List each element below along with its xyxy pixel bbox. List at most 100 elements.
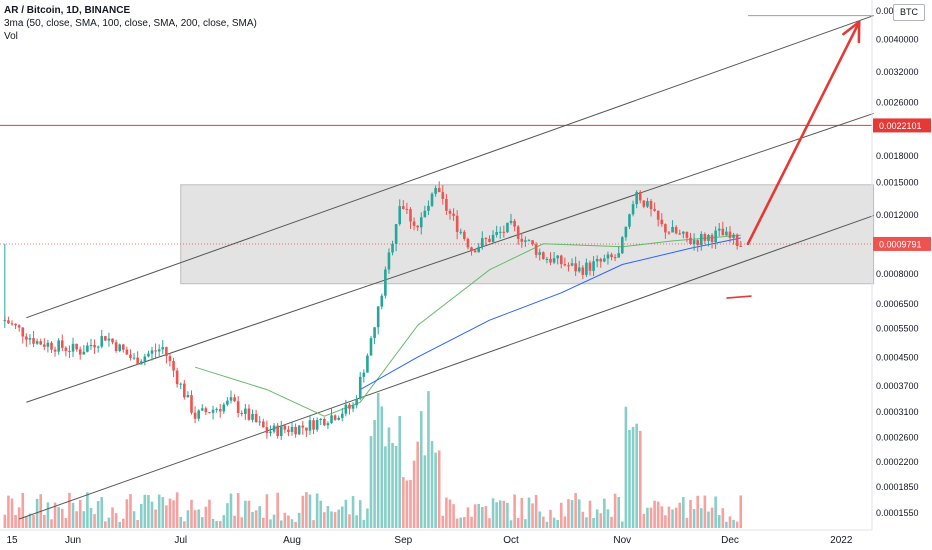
- volume-bar: [574, 492, 577, 528]
- volume-bar: [157, 494, 161, 528]
- candle-body: [319, 418, 323, 421]
- volume-bar: [667, 506, 671, 528]
- candle-body: [466, 238, 470, 248]
- candle-body: [437, 188, 441, 193]
- candle-body: [635, 191, 638, 205]
- volume-bar: [143, 494, 147, 528]
- candle-body: [150, 350, 154, 354]
- candle-body: [416, 225, 419, 228]
- candle-body: [172, 360, 175, 371]
- volume-bar: [696, 495, 699, 528]
- candle-body: [373, 327, 376, 339]
- candle-body: [64, 347, 68, 351]
- volume-bar: [258, 506, 262, 528]
- candle-body: [502, 231, 506, 233]
- candle-body: [340, 413, 344, 418]
- volume-bar: [402, 477, 405, 528]
- volume-bar: [330, 511, 333, 528]
- candle-body: [563, 264, 567, 266]
- candle-body: [394, 224, 398, 244]
- candle-body: [574, 263, 577, 272]
- volume-bar: [64, 518, 68, 528]
- candle-body: [78, 349, 82, 355]
- volume-bar: [269, 519, 272, 528]
- volume-bar: [628, 429, 631, 528]
- candle-body: [60, 340, 64, 348]
- candle-body: [154, 350, 157, 352]
- volume-bar: [208, 499, 211, 528]
- candle-body: [93, 345, 96, 348]
- consolidation-zone: [180, 184, 875, 285]
- volume-bar: [373, 420, 376, 528]
- candle-body: [409, 209, 412, 222]
- volume-bar: [405, 480, 409, 528]
- currency-badge[interactable]: BTC: [893, 4, 925, 21]
- candle-body: [685, 231, 689, 238]
- volume-bar: [559, 502, 563, 528]
- volume-bar: [707, 511, 710, 528]
- candle-body: [430, 193, 434, 206]
- last-price-badge: [873, 236, 931, 251]
- candle-body: [86, 345, 89, 352]
- candle-body: [53, 349, 57, 352]
- volume-bar: [355, 515, 358, 528]
- volume-bar: [642, 513, 646, 528]
- volume-bar: [71, 502, 75, 528]
- candle-body: [405, 208, 409, 210]
- volume-bar: [412, 460, 416, 528]
- candle-body: [111, 338, 114, 343]
- candle-body: [610, 254, 613, 258]
- volume-bar: [563, 516, 567, 528]
- volume-bar: [524, 519, 527, 528]
- candle-body: [520, 238, 524, 242]
- candle-body: [362, 372, 366, 377]
- volume-bar: [326, 506, 330, 528]
- volume-bar: [301, 495, 305, 528]
- time-tick-label: Aug: [283, 535, 301, 546]
- volume-bar: [154, 509, 157, 528]
- volume-bar: [161, 497, 165, 528]
- volume-indicator-label[interactable]: Vol: [4, 31, 18, 42]
- ma-indicator-label[interactable]: 3ma (50, close, SMA, 100, close, SMA, 20…: [4, 18, 257, 29]
- sma-50-line: [194, 234, 741, 417]
- candle-body: [599, 259, 603, 262]
- volume-bar: [735, 521, 739, 528]
- candle-body: [498, 231, 502, 233]
- candle-body: [204, 408, 208, 413]
- symbol-title[interactable]: AR / Bitcoin, 1D, BINANCE: [4, 5, 131, 16]
- candle-body: [35, 341, 39, 344]
- candle-body: [254, 413, 258, 422]
- volume-bar: [308, 494, 312, 528]
- candle-body: [351, 405, 355, 409]
- time-axis[interactable]: 15 Jun Jul Aug Sep Oct Nov Dec 2022: [0, 529, 872, 546]
- candle-body: [570, 263, 574, 266]
- candle-body: [50, 342, 53, 350]
- volume-bar: [491, 498, 495, 528]
- candle-body: [495, 231, 498, 235]
- price-axis[interactable]: 0.0040000 0.0032000 0.0026000 0.0018000 0.00…: [871, 0, 931, 530]
- candle-body: [118, 344, 121, 352]
- candle-body: [82, 351, 86, 355]
- volume-bar: [10, 498, 14, 528]
- volume-bar: [204, 506, 208, 528]
- volume-bar: [351, 496, 355, 528]
- candle-body: [14, 323, 17, 326]
- candle-body: [28, 338, 32, 340]
- candle-body: [491, 234, 495, 242]
- candle-body: [534, 244, 538, 255]
- volume-bar: [398, 415, 402, 528]
- candle-body: [262, 421, 265, 428]
- candle-body: [473, 250, 477, 253]
- candle-body: [484, 238, 488, 240]
- volume-bar: [121, 518, 125, 528]
- volume-bar: [685, 517, 689, 528]
- volume-bar: [290, 519, 294, 528]
- candle-body: [121, 344, 125, 350]
- candle-body: [168, 356, 172, 361]
- volume-bar: [419, 411, 423, 528]
- price-tick-label: 0.0026000: [876, 97, 919, 107]
- volume-bar: [179, 516, 183, 528]
- volume-bar: [567, 499, 570, 528]
- volume-bar: [21, 492, 25, 528]
